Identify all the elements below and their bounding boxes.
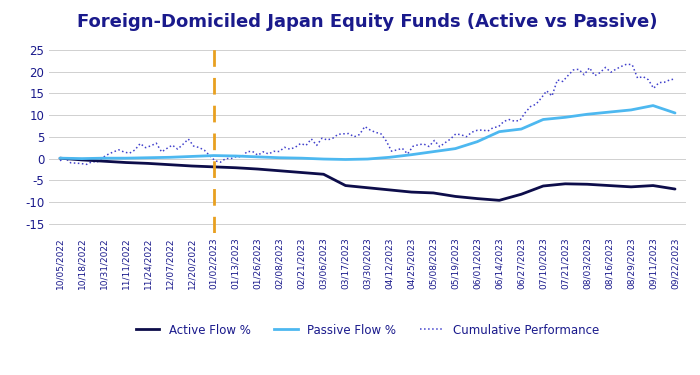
Title: Foreign-Domiciled Japan Equity Funds (Active vs Passive): Foreign-Domiciled Japan Equity Funds (Ac… [77,13,658,32]
Legend: Active Flow %, Passive Flow %, Cumulative Performance: Active Flow %, Passive Flow %, Cumulativ… [131,319,604,341]
